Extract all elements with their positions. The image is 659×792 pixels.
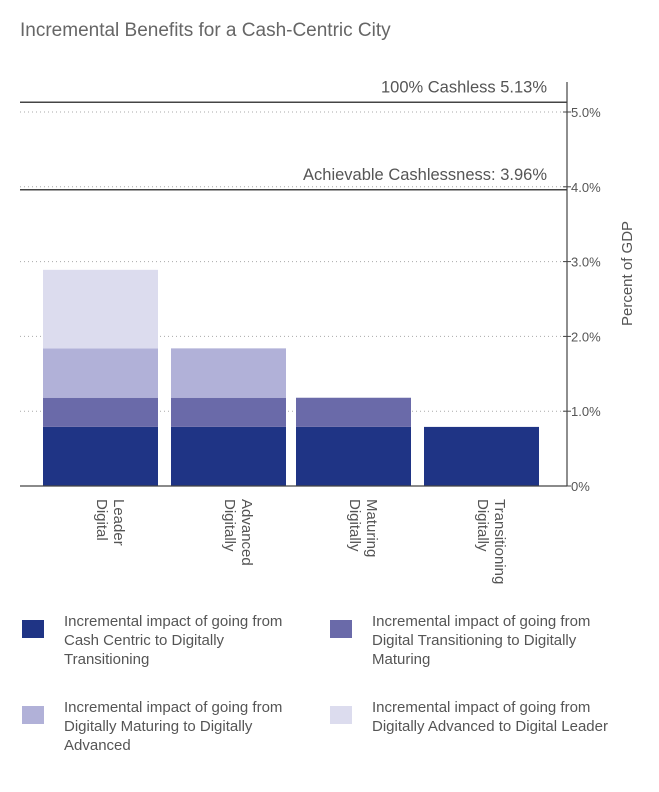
bar-segment <box>43 397 158 427</box>
y-tick-label: 3.0% <box>571 255 601 270</box>
legend-label: Incremental impact of going from Digital… <box>372 613 591 668</box>
bar-segment <box>171 426 286 486</box>
legend-swatch <box>22 620 44 638</box>
legend: Incremental impact of going from Cash Ce… <box>0 612 659 782</box>
y-tick-label: 0% <box>571 479 590 494</box>
x-tick-label-line: Transitioning <box>491 499 508 584</box>
bar-segment <box>296 426 411 486</box>
y-tick-label: 4.0% <box>571 180 601 195</box>
x-tick-label: Digitally Transitioning <box>474 499 508 584</box>
legend-label: Incremental impact of going from Digital… <box>372 699 608 735</box>
bars <box>43 269 539 486</box>
x-axis-labels: Digital Leader Digitally Advanced Digitally M… <box>93 499 508 584</box>
bar-segment <box>43 348 158 398</box>
x-tick-label: Digital Leader <box>93 499 127 546</box>
x-tick-label: Digitally Maturing <box>346 499 380 557</box>
x-tick-label-line: Maturing <box>363 499 380 557</box>
y-tick-label: 5.0% <box>571 105 601 120</box>
y-axis-title: Percent of GDP <box>619 221 636 326</box>
legend-label: Incremental impact of going from Digital… <box>64 699 283 754</box>
x-tick-label-line: Digitally <box>474 499 491 552</box>
y-tick-label: 2.0% <box>571 329 601 344</box>
x-tick-label: Digitally Advanced <box>221 499 255 566</box>
bar-segment <box>296 397 411 427</box>
legend-swatch <box>330 706 352 724</box>
bar-segment <box>171 397 286 427</box>
bar-segment <box>424 426 539 486</box>
legend-swatch <box>22 706 44 724</box>
bar-chart: 100% Cashless 5.13% Achievable Cashlessne… <box>20 78 636 584</box>
y-axis: 0% 1.0% 2.0% 3.0% 4.0% 5.0% Percent of GDP <box>20 82 636 494</box>
legend-swatch <box>330 620 352 638</box>
x-tick-label-line: Leader <box>110 499 127 546</box>
reference-line-label: 100% Cashless 5.13% <box>381 78 547 96</box>
x-tick-label-line: Digital <box>93 499 110 541</box>
chart-title: Incremental Benefits for a Cash-Centric … <box>20 20 391 41</box>
bar-segment <box>43 269 158 349</box>
x-tick-label-line: Digitally <box>221 499 238 552</box>
bar-segment <box>171 348 286 398</box>
reference-lines: 100% Cashless 5.13% Achievable Cashlessne… <box>20 78 567 191</box>
y-tick-label: 1.0% <box>571 404 601 419</box>
reference-line-label: Achievable Cashlessness: 3.96% <box>303 166 547 184</box>
x-tick-label-line: Digitally <box>346 499 363 552</box>
legend-label: Incremental impact of going from Cash Ce… <box>64 613 283 668</box>
bar-segment <box>43 426 158 486</box>
x-tick-label-line: Advanced <box>238 499 255 566</box>
